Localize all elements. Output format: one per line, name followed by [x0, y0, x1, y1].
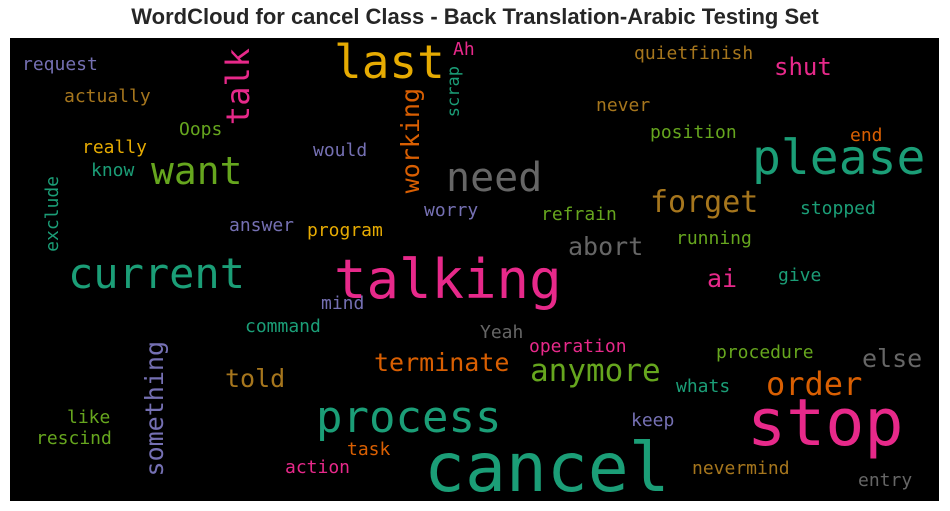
word-shut: shut	[774, 53, 832, 81]
word-working: working	[396, 88, 425, 194]
word-answer: answer	[229, 215, 295, 236]
word-entry: entry	[858, 470, 913, 491]
word-refrain: refrain	[541, 204, 617, 225]
word-forget: forget	[650, 185, 759, 220]
word-command: command	[245, 316, 321, 337]
word-mind: mind	[321, 293, 365, 314]
word-keep: keep	[631, 410, 675, 431]
word-program: program	[307, 220, 383, 241]
word-order: order	[766, 365, 863, 403]
word-worry: worry	[424, 200, 479, 221]
word-please: please	[752, 130, 926, 186]
word-terminate: terminate	[374, 348, 510, 377]
word-last: last	[334, 38, 445, 89]
word-process: process	[316, 392, 502, 443]
word-really: really	[82, 137, 148, 158]
word-anymore: anymore	[530, 353, 661, 389]
word-rescind: rescind	[36, 428, 112, 449]
word-told: told	[225, 364, 286, 393]
word-scrap: scrap	[444, 66, 464, 118]
word-would: would	[313, 140, 368, 161]
word-position: position	[650, 122, 737, 143]
word-whats: whats	[676, 376, 731, 397]
word-stopped: stopped	[800, 198, 876, 219]
word-action: action	[285, 457, 351, 478]
word-quietfinish: quietfinish	[634, 43, 754, 64]
word-abort: abort	[568, 232, 644, 261]
word-want: want	[151, 149, 243, 193]
word-need: need	[446, 155, 543, 201]
chart-title: WordCloud for cancel Class - Back Transl…	[131, 4, 819, 29]
word-nevermind: nevermind	[692, 458, 790, 479]
word-yeah: Yeah	[480, 322, 524, 343]
word-talking: talking	[334, 248, 562, 311]
word-running: running	[676, 228, 752, 249]
word-end: end	[850, 125, 883, 146]
word-something: something	[140, 341, 169, 477]
word-give: give	[778, 265, 822, 286]
word-current: current	[68, 249, 246, 298]
word-oops: Oops	[179, 119, 223, 140]
word-procedure: procedure	[716, 342, 814, 363]
word-know: know	[91, 160, 135, 181]
word-talk: talk	[219, 48, 257, 126]
word-stop: stop	[747, 386, 904, 461]
word-request: request	[22, 54, 98, 75]
word-ah: Ah	[453, 39, 475, 60]
word-like: like	[67, 407, 111, 428]
word-operation: operation	[529, 336, 627, 357]
word-never: never	[596, 95, 651, 116]
wordcloud-canvas: cancel stop talking please process current las…	[10, 38, 939, 501]
word-else: else	[862, 344, 923, 373]
word-actually: actually	[64, 86, 151, 107]
word-ai: ai	[707, 264, 738, 293]
word-exclude: exclude	[42, 176, 63, 252]
word-cancel: cancel	[424, 429, 670, 502]
word-task: task	[347, 439, 391, 460]
